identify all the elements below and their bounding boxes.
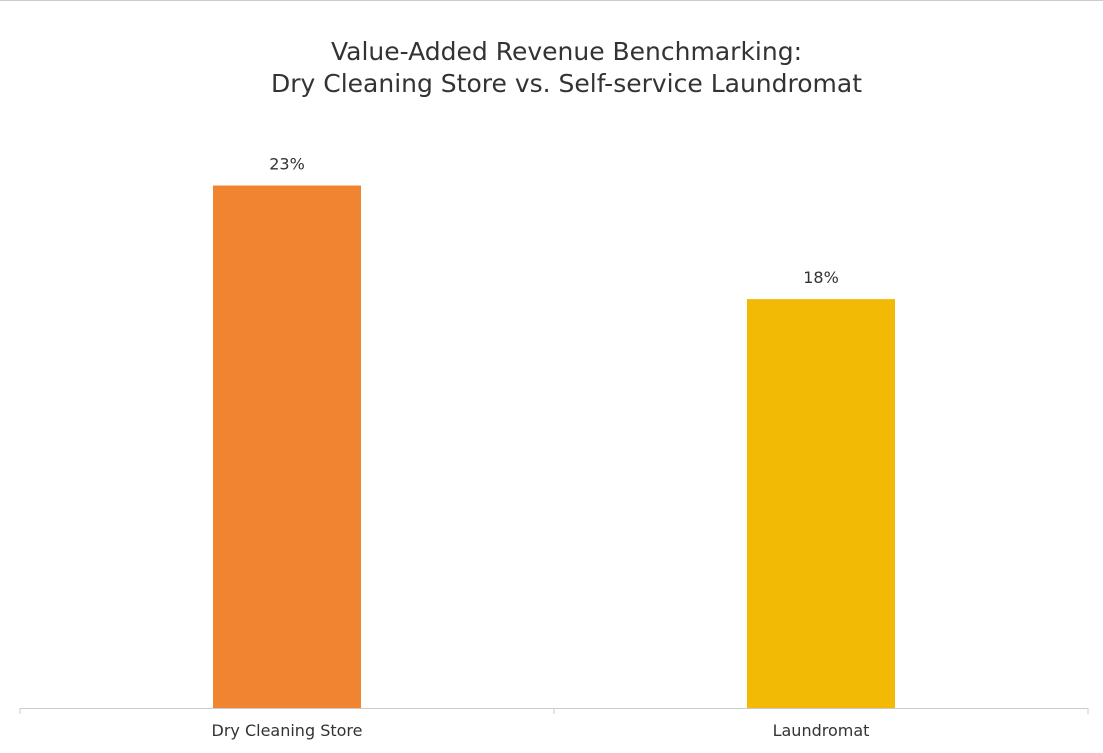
data-label: 23% bbox=[269, 155, 305, 174]
x-tick-label: Laundromat bbox=[773, 721, 870, 740]
chart-title-line2: Dry Cleaning Store vs. Self-service Laun… bbox=[270, 69, 862, 98]
data-label: 18% bbox=[803, 268, 839, 287]
bar bbox=[213, 185, 361, 709]
chart-title-line1: Value-Added Revenue Benchmarking: bbox=[330, 37, 803, 66]
x-tick-label: Dry Cleaning Store bbox=[212, 721, 363, 740]
bar bbox=[747, 299, 895, 708]
